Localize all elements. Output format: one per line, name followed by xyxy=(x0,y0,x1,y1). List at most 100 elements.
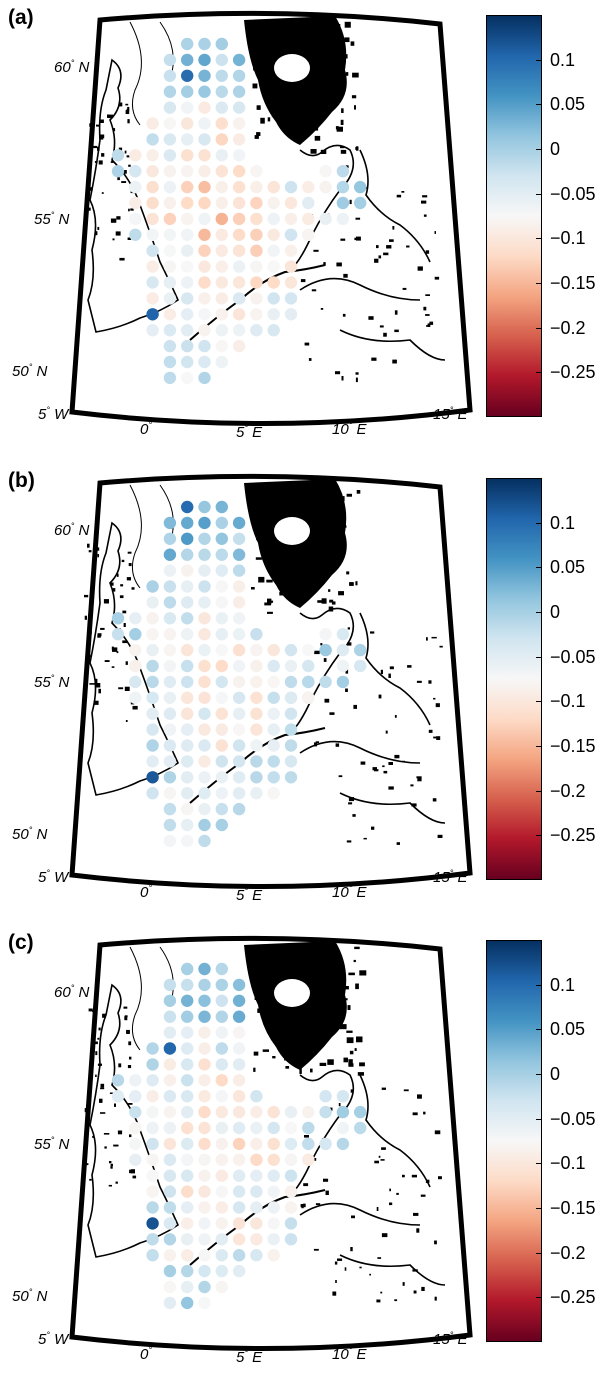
data-dot xyxy=(215,1105,228,1119)
data-dot xyxy=(163,1137,177,1151)
data-dot xyxy=(181,324,194,337)
data-dot xyxy=(267,292,280,305)
data-dot xyxy=(267,196,280,210)
map-panel-c: (c) 60° N 55° N 50° N 5° W 0° 5° E 10° E 15° E 0… xyxy=(0,925,606,1378)
data-dot xyxy=(250,1169,263,1182)
data-dot xyxy=(146,1233,159,1246)
data-dot xyxy=(163,149,177,162)
data-dot xyxy=(232,101,246,114)
colorbar-tick-mark xyxy=(536,522,542,524)
data-dot xyxy=(146,1169,159,1182)
data-dot xyxy=(181,1042,194,1055)
data-dot xyxy=(232,1010,246,1023)
data-dot xyxy=(215,1090,228,1103)
data-dot xyxy=(163,771,177,784)
data-dot xyxy=(302,1121,315,1135)
data-dot xyxy=(198,628,211,641)
data-dot xyxy=(146,133,159,146)
data-dot xyxy=(319,643,332,657)
data-dot xyxy=(267,260,280,273)
data-dot xyxy=(215,101,228,114)
data-dot xyxy=(129,1090,142,1103)
data-dot xyxy=(198,355,211,369)
data-dot xyxy=(232,612,246,625)
data-dot xyxy=(129,165,142,178)
data-dot xyxy=(232,196,246,210)
data-dot xyxy=(129,1105,142,1119)
data-dot xyxy=(215,978,228,992)
data-dot xyxy=(336,1105,350,1119)
data-dot xyxy=(198,1042,211,1055)
lake xyxy=(274,54,310,82)
data-dot xyxy=(129,212,142,226)
data-dot xyxy=(232,228,246,241)
longitude-label: 0° xyxy=(140,883,152,901)
data-dot xyxy=(215,292,228,305)
data-dot xyxy=(198,1201,211,1214)
data-dot xyxy=(215,260,228,273)
data-dot xyxy=(163,228,177,241)
data-dot xyxy=(181,643,194,657)
data-dot xyxy=(163,1153,177,1166)
data-dot xyxy=(232,771,246,784)
data-dot xyxy=(319,1105,332,1119)
data-dot xyxy=(215,1074,228,1087)
data-dot xyxy=(284,1201,298,1214)
data-dot xyxy=(232,1217,246,1230)
data-dot xyxy=(129,612,142,625)
data-dot xyxy=(215,228,228,241)
data-dot xyxy=(181,53,194,67)
data-dot xyxy=(198,802,211,816)
data-dot xyxy=(181,787,194,800)
data-dot xyxy=(267,1121,280,1135)
colorbar-tick-mark xyxy=(536,790,542,792)
data-dot xyxy=(181,771,194,784)
colorbar-tick-label: −0.1 xyxy=(550,228,586,249)
data-dot xyxy=(302,228,315,241)
data-dot xyxy=(232,260,246,273)
data-dot xyxy=(163,276,177,289)
data-dot xyxy=(232,276,246,289)
data-dot xyxy=(215,771,228,784)
data-dot xyxy=(146,1042,159,1055)
data-dot xyxy=(302,1105,315,1119)
britain-coastline xyxy=(87,58,180,333)
data-dot xyxy=(146,612,159,625)
data-dot xyxy=(284,755,298,768)
data-dot xyxy=(267,643,280,657)
data-dot xyxy=(198,1169,211,1182)
data-dot xyxy=(354,1121,367,1135)
data-dot xyxy=(232,978,246,992)
data-dot xyxy=(163,707,177,720)
colorbar xyxy=(486,478,542,880)
data-dot xyxy=(284,771,298,784)
data-dot xyxy=(250,691,263,704)
data-dot xyxy=(198,260,211,273)
data-dot xyxy=(267,1153,280,1166)
data-dot xyxy=(146,643,159,657)
data-dot xyxy=(146,787,159,800)
data-dot xyxy=(232,53,246,67)
data-dot xyxy=(146,723,159,736)
longitude-label: 5° W xyxy=(38,868,69,886)
data-dot xyxy=(232,532,246,545)
data-dot xyxy=(163,85,177,98)
data-dot xyxy=(215,596,228,609)
latitude-label: 55° N xyxy=(34,673,70,691)
data-dot xyxy=(163,978,177,992)
data-dot xyxy=(267,1217,280,1230)
continental-coastline xyxy=(289,144,446,361)
data-dot xyxy=(319,628,332,641)
lake xyxy=(274,979,310,1007)
colorbar-tick-mark xyxy=(536,1074,542,1075)
data-dot xyxy=(215,1201,228,1214)
data-dot xyxy=(232,324,246,337)
data-dot xyxy=(198,834,211,848)
data-dot xyxy=(198,69,211,83)
data-dot xyxy=(198,85,211,98)
data-dot xyxy=(250,787,263,800)
data-dot xyxy=(163,1121,177,1135)
data-dot xyxy=(284,1121,298,1135)
data-dot xyxy=(181,516,194,530)
data-dot xyxy=(181,802,194,816)
